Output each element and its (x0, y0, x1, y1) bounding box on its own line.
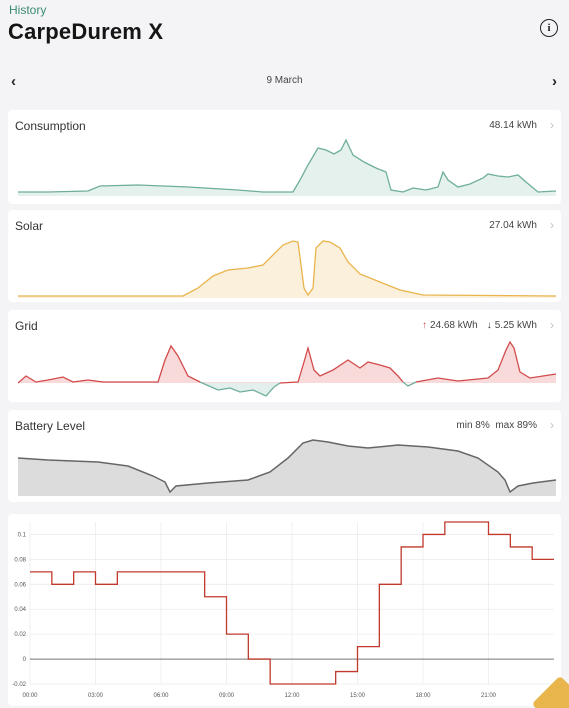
grid-import-value: 24.68 kWh (429, 320, 478, 331)
solar-title: Solar (15, 219, 44, 233)
solar-card[interactable]: Solar 27.04 kWh › (8, 210, 561, 302)
price-series-line (30, 521, 554, 685)
grid-card[interactable]: Grid ↑ 24.68 kWh ↓ 5.25 kWh › (8, 310, 561, 402)
page-title: CarpeDurem X (8, 19, 164, 44)
y-tick-label: 0.08 (14, 557, 26, 563)
x-tick-label: 12:00 (284, 693, 300, 699)
chevron-left-icon[interactable]: ‹ (11, 73, 16, 90)
grid-export-value: 5.25 kWh (494, 320, 537, 331)
arrow-down-icon: ↓ (486, 320, 492, 331)
solar-value: 27.04 kWh (489, 220, 537, 231)
consumption-title: Consumption (15, 119, 86, 133)
x-tick-label: 09:00 (219, 693, 235, 699)
grid-values: ↑ 24.68 kWh ↓ 5.25 kWh (422, 320, 537, 331)
y-tick-label: 0.06 (14, 582, 26, 588)
solar-sparkline (18, 240, 557, 298)
grid-title: Grid (15, 319, 38, 333)
consumption-sparkline (18, 138, 557, 196)
battery-min: min 8% (456, 420, 490, 431)
price-step-chart: -0.02 0 0.02 0.04 0.06 0.08 0.1 00:00 03:00 06:00… (12, 521, 554, 699)
y-tick-label: -0.02 (12, 682, 26, 688)
x-tick-label: 21:00 (481, 693, 497, 699)
date-navigator: ‹ 9 March › (0, 66, 569, 96)
info-circle-icon[interactable]: i (540, 19, 558, 37)
x-tick-label: 18:00 (415, 693, 431, 699)
x-tick-label: 03:00 (88, 693, 104, 699)
y-tick-label: 0 (23, 657, 27, 663)
battery-title: Battery Level (15, 419, 86, 433)
consumption-card[interactable]: Consumption 48.14 kWh › (8, 110, 561, 204)
history-breadcrumb[interactable]: History (9, 3, 47, 17)
battery-card[interactable]: Battery Level min 8% max 89% › (8, 410, 561, 502)
chevron-right-icon: › (550, 418, 554, 432)
battery-values: min 8% max 89% (456, 420, 537, 431)
grid-sparkline (17, 340, 557, 397)
page-header: History CarpeDurem X i (0, 0, 569, 62)
consumption-value: 48.14 kWh (489, 120, 537, 131)
chevron-right-icon[interactable]: › (552, 73, 557, 90)
battery-max: max 89% (495, 420, 537, 431)
y-tick-label: 0.1 (18, 532, 27, 538)
current-date: 9 March (266, 75, 303, 86)
y-tick-label: 0.04 (14, 607, 26, 613)
chevron-right-icon: › (550, 318, 554, 332)
x-tick-label: 06:00 (153, 693, 169, 699)
x-tick-label: 00:00 (22, 693, 38, 699)
x-tick-label: 15:00 (350, 693, 366, 699)
chevron-right-icon: › (550, 118, 554, 132)
battery-sparkline (17, 439, 557, 496)
arrow-up-icon: ↑ (421, 320, 427, 331)
chevron-right-icon: › (550, 218, 554, 232)
y-tick-label: 0.02 (14, 632, 26, 638)
price-chart-card: -0.02 0 0.02 0.04 0.06 0.08 0.1 00:00 03:00 06:00… (8, 514, 561, 706)
